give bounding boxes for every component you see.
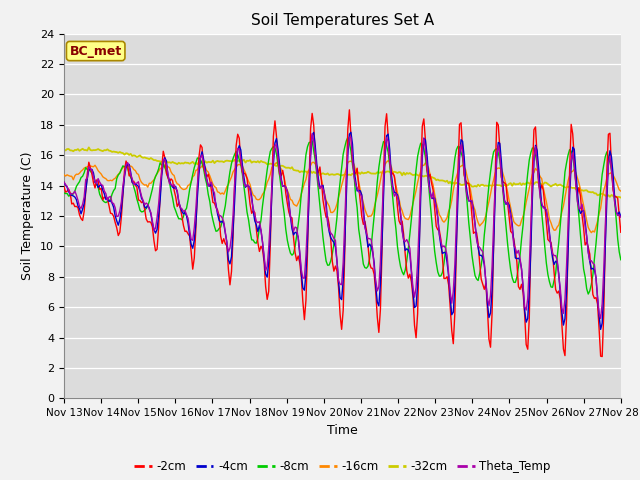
Y-axis label: Soil Temperature (C): Soil Temperature (C)	[22, 152, 35, 280]
Legend: -2cm, -4cm, -8cm, -16cm, -32cm, Theta_Temp: -2cm, -4cm, -8cm, -16cm, -32cm, Theta_Te…	[129, 456, 556, 478]
Text: BC_met: BC_met	[70, 45, 122, 58]
Title: Soil Temperatures Set A: Soil Temperatures Set A	[251, 13, 434, 28]
X-axis label: Time: Time	[327, 424, 358, 437]
